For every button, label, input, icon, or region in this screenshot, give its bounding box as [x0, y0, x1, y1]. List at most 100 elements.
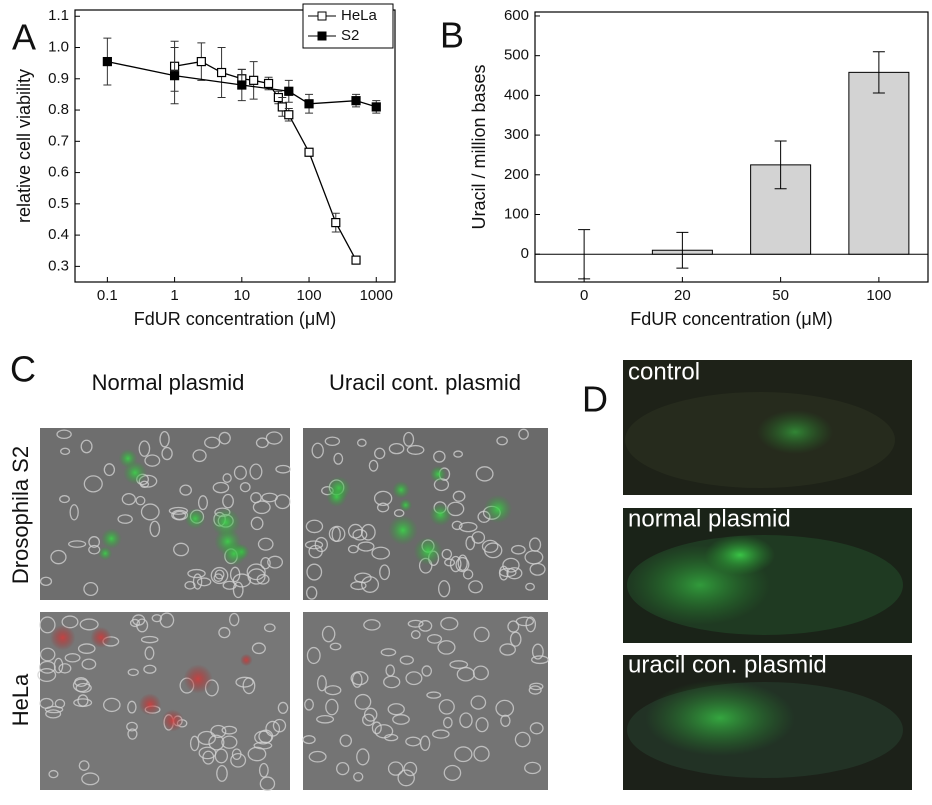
- micrograph: [40, 612, 290, 790]
- cell: [457, 554, 468, 571]
- cell: [426, 691, 442, 699]
- fluorescence: [138, 693, 162, 716]
- cell: [524, 761, 542, 775]
- cell: [507, 620, 520, 633]
- fluorescence: [483, 494, 513, 524]
- cell: [462, 569, 474, 580]
- column-header: Uracil cont. plasmid: [329, 370, 521, 395]
- cell: [324, 685, 342, 696]
- cell: [316, 675, 327, 692]
- cell: [306, 586, 318, 600]
- cell: [403, 431, 415, 447]
- cell: [88, 536, 100, 548]
- cell: [387, 761, 404, 776]
- cell: [59, 495, 70, 504]
- panel-label: A: [12, 17, 36, 58]
- cell: [161, 446, 173, 461]
- fluorescence: [413, 536, 443, 566]
- cell: [336, 761, 350, 776]
- x-tick-label: 20: [674, 287, 691, 304]
- cell: [250, 516, 264, 531]
- cell: [127, 700, 137, 714]
- fluorescence: [705, 535, 775, 575]
- cell: [197, 495, 209, 511]
- cell: [136, 618, 149, 633]
- x-tick-label: 0: [580, 287, 588, 304]
- cell: [316, 714, 335, 724]
- cell: [192, 573, 203, 590]
- cell: [333, 452, 344, 465]
- cell: [502, 557, 520, 573]
- cell: [79, 618, 99, 631]
- cell: [449, 660, 469, 670]
- fluorescence: [184, 508, 206, 530]
- cell: [451, 520, 463, 531]
- cell: [159, 430, 170, 448]
- cell: [321, 625, 336, 643]
- data-point: [237, 80, 247, 90]
- data-point: [331, 217, 341, 228]
- cell: [127, 728, 138, 740]
- cell: [459, 712, 473, 729]
- fluorescence: [240, 653, 253, 667]
- cell: [250, 492, 262, 504]
- micrograph: [40, 428, 290, 600]
- cell: [306, 646, 321, 665]
- data-point: [263, 78, 274, 89]
- cell: [514, 731, 531, 748]
- cell: [481, 539, 499, 554]
- image-label: uracil con. plasmid: [628, 651, 827, 678]
- fluorescence: [123, 460, 147, 485]
- plot-frame: [74, 9, 396, 283]
- cell: [257, 537, 274, 551]
- panel-c: C Normal plasmid Uracil cont. plasmid Dr…: [8, 349, 549, 791]
- cell: [69, 504, 79, 521]
- cell: [374, 724, 394, 739]
- cell: [304, 540, 324, 550]
- cell: [352, 528, 368, 541]
- y-tick-label: 600: [504, 7, 529, 24]
- cell: [437, 640, 456, 655]
- image-label: normal plasmid: [628, 505, 791, 532]
- cell: [277, 701, 289, 714]
- plot-frame: [534, 11, 929, 283]
- cell: [139, 480, 150, 488]
- cell: [187, 568, 206, 579]
- cell: [433, 450, 446, 463]
- cell: [470, 695, 487, 710]
- cell: [308, 544, 323, 559]
- data-point: [169, 71, 180, 81]
- cell: [324, 436, 341, 447]
- cell: [149, 520, 161, 538]
- cell: [432, 729, 450, 739]
- cell: [210, 566, 229, 585]
- legend-marker: [317, 31, 327, 41]
- y-tick-label: 100: [504, 205, 529, 222]
- cell: [81, 658, 97, 670]
- cell: [465, 535, 476, 551]
- cell: [232, 581, 244, 599]
- y-tick-label: 1.1: [48, 7, 69, 24]
- cell: [308, 750, 327, 763]
- cell: [510, 544, 526, 555]
- error-bar: [774, 140, 787, 190]
- y-axis-label: relative cell viability: [14, 69, 34, 223]
- cell: [228, 612, 240, 627]
- cell: [50, 549, 67, 565]
- cell: [529, 682, 544, 691]
- bar: [848, 71, 910, 255]
- cell: [528, 685, 542, 695]
- cell: [216, 765, 228, 782]
- cell: [38, 660, 56, 674]
- cell: [212, 481, 230, 494]
- cell: [475, 466, 494, 482]
- cell: [208, 734, 225, 751]
- cell: [351, 672, 363, 688]
- cell: [529, 722, 544, 735]
- cell: [233, 465, 247, 480]
- fluorescence: [326, 486, 347, 508]
- cell: [376, 502, 390, 513]
- cell: [230, 752, 247, 768]
- cell: [168, 506, 188, 515]
- cell: [380, 648, 397, 657]
